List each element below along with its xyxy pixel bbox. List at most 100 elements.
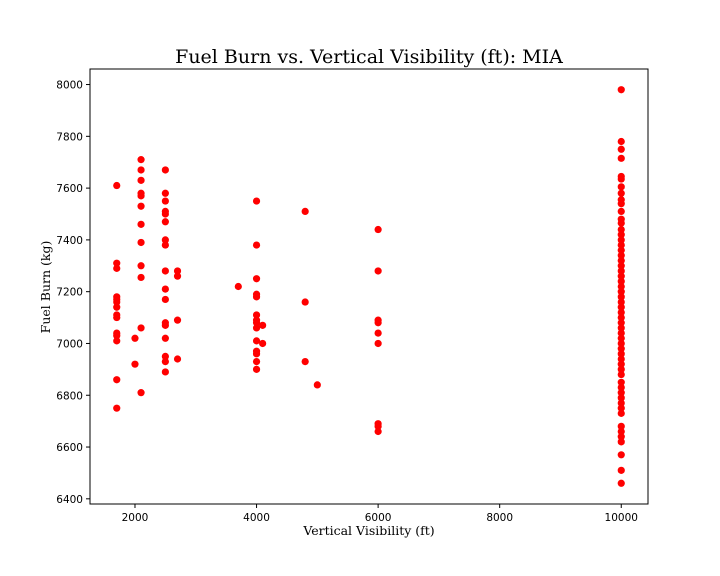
data-point: [252, 241, 261, 249]
data-point: [161, 241, 169, 249]
data-point: [252, 319, 261, 327]
data-point: [113, 376, 121, 384]
data-point: [617, 427, 625, 436]
data-point: [137, 220, 145, 228]
data-point: [374, 339, 382, 348]
data-point: [617, 236, 625, 244]
y-axis-ticks: 6400 6600 6800 7000 7200 7400 7600 7800 8000: [56, 80, 90, 506]
data-point: [161, 334, 169, 342]
data-point: [617, 399, 625, 407]
data-point: [137, 202, 145, 210]
x-tick-label: 10000: [605, 512, 638, 524]
data-point: [617, 422, 625, 430]
data-point: [252, 324, 261, 332]
data-point: [161, 295, 169, 304]
chart-title: Fuel Burn vs. Vertical Visibility (ft): …: [175, 46, 563, 68]
data-point: [137, 273, 145, 282]
data-point: [161, 218, 169, 226]
y-tick-label: 6800: [56, 390, 83, 402]
data-point: [161, 352, 169, 361]
data-point: [161, 210, 169, 218]
data-point: [617, 308, 625, 316]
data-point: [173, 355, 182, 363]
plot-area: [89, 68, 649, 505]
x-tick-label: 8000: [486, 512, 513, 524]
data-point: [617, 303, 625, 311]
data-point: [617, 438, 625, 446]
x-axis-label: Vertical Visibility (ft): [302, 523, 434, 538]
y-tick-label: 7800: [56, 131, 83, 143]
data-point: [313, 381, 321, 389]
data-point: [161, 267, 169, 275]
data-point: [161, 189, 169, 197]
data-point: [617, 394, 625, 402]
data-point: [252, 311, 261, 319]
data-point: [617, 175, 625, 183]
data-point: [617, 288, 625, 296]
data-point: [374, 319, 382, 327]
data-point: [617, 272, 625, 280]
data-point: [137, 176, 145, 184]
data-point: [617, 383, 625, 392]
data-point: [301, 357, 309, 366]
data-point: [161, 368, 169, 376]
data-point: [374, 422, 382, 430]
data-point: [173, 316, 182, 324]
data-points: [113, 86, 625, 487]
y-tick-label: 7200: [56, 287, 83, 299]
y-tick-label: 6600: [56, 442, 83, 454]
data-point: [617, 433, 625, 441]
data-point: [617, 231, 625, 239]
data-point: [301, 298, 309, 306]
data-point: [259, 321, 267, 329]
data-point: [617, 365, 625, 373]
data-point: [617, 389, 625, 397]
data-point: [161, 197, 169, 205]
data-point: [161, 166, 169, 174]
y-tick-label: 8000: [56, 80, 83, 92]
data-point: [161, 285, 169, 293]
data-point: [113, 337, 121, 345]
data-point: [617, 225, 625, 234]
data-point: [252, 337, 261, 345]
x-tick-label: 4000: [243, 512, 270, 524]
data-point: [617, 329, 625, 337]
data-point: [113, 259, 121, 267]
data-point: [617, 267, 625, 275]
data-point: [252, 275, 261, 283]
y-axis-label: Fuel Burn (kg): [38, 241, 53, 334]
data-point: [374, 267, 382, 275]
data-point: [161, 321, 169, 329]
data-point: [113, 298, 121, 306]
data-point: [617, 282, 625, 291]
data-point: [617, 345, 625, 353]
data-point: [131, 334, 139, 342]
data-point: [617, 355, 625, 363]
data-point: [137, 156, 145, 164]
data-point: [161, 357, 169, 366]
data-point: [617, 466, 625, 474]
data-point: [173, 267, 182, 275]
data-point: [617, 451, 625, 459]
data-point: [617, 137, 625, 146]
data-point: [374, 329, 382, 337]
data-point: [137, 192, 145, 200]
data-point: [617, 86, 625, 94]
data-point: [617, 319, 625, 327]
y-tick-label: 7000: [56, 338, 83, 350]
data-point: [617, 339, 625, 348]
data-point: [137, 324, 145, 332]
data-point: [137, 166, 145, 174]
y-tick-label: 6400: [56, 494, 83, 506]
data-point: [113, 313, 121, 322]
x-tick-label: 6000: [365, 512, 392, 524]
data-point: [617, 200, 625, 208]
data-point: [113, 303, 121, 311]
data-point: [617, 154, 625, 162]
data-point: [617, 479, 625, 487]
data-point: [252, 293, 261, 301]
data-point: [617, 334, 625, 342]
data-point: [617, 277, 625, 285]
data-point: [617, 350, 625, 358]
data-point: [617, 298, 625, 306]
